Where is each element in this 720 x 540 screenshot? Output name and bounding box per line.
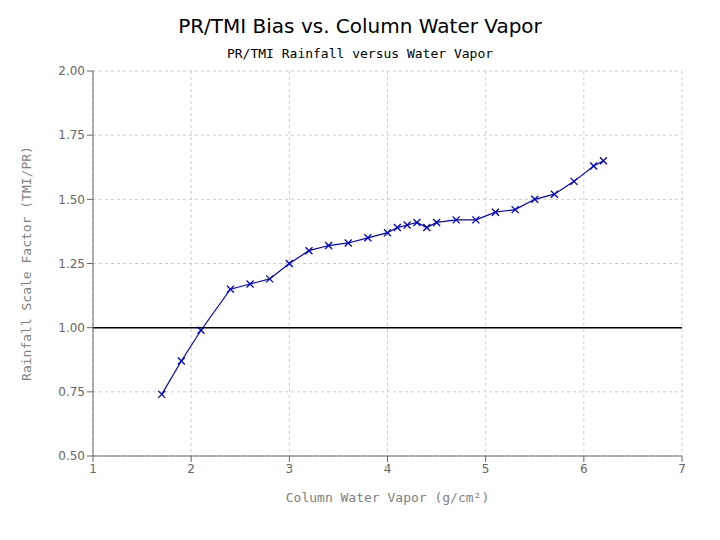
svg-text:1: 1 [89,462,97,476]
svg-text:1.50: 1.50 [58,193,85,207]
svg-text:7: 7 [678,462,686,476]
svg-text:2: 2 [187,462,195,476]
svg-text:1.00: 1.00 [58,321,85,335]
svg-text:5: 5 [482,462,490,476]
svg-text:Rainfall Scale Factor (TMI/PR): Rainfall Scale Factor (TMI/PR) [19,146,34,381]
svg-text:4: 4 [384,462,392,476]
svg-text:2.00: 2.00 [58,64,85,78]
svg-text:1.75: 1.75 [58,128,85,142]
svg-text:6: 6 [580,462,588,476]
svg-text:0.75: 0.75 [58,385,85,399]
html-text:PR/TMI Bias vs. Column Water V: PR/TMI Bias vs. Column Water Vapor [178,14,542,38]
svg-text:3: 3 [286,462,294,476]
svg-text:Column Water Vapor (g/cm²): Column Water Vapor (g/cm²) [286,490,490,505]
svg-text:0.50: 0.50 [58,449,85,463]
html-text:PR/TMI Rainfall versus Water V: PR/TMI Rainfall versus Water Vapor [226,46,493,61]
svg-text:1.25: 1.25 [58,257,85,271]
